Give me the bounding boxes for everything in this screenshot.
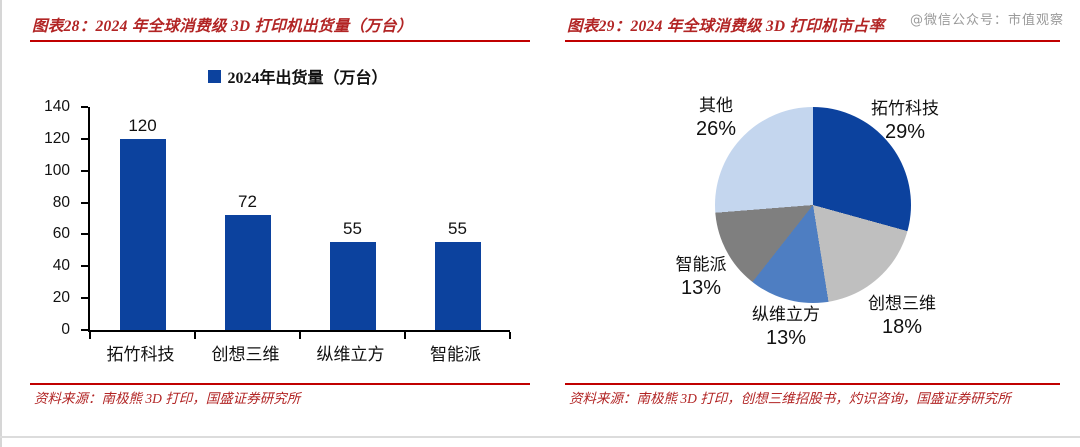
y-axis-tick-label: 80 [52,193,70,211]
bar-slot: 55 [405,107,510,330]
pie-slice-percentage: 13% [765,327,807,349]
y-axis-tick [81,265,88,268]
pie-slice-percentage: 18% [881,316,923,338]
bar-chart-panel: 图表28：2024 年全球消费级 3D 打印机出货量（万台） 2024年出货量（… [30,12,530,435]
bar-slot: 55 [300,107,405,330]
x-axis-category-label: 创想三维 [211,345,280,364]
y-axis-tick-label: 100 [44,161,70,179]
pie-chart-panel: 图表29：2024 年全球消费级 3D 打印机市占率 拓竹科技 29% 创想三维 18… [565,12,1060,435]
watermark: @微信公众号：市值观察 [909,13,1064,28]
y-axis-tick-label: 60 [52,225,70,243]
y-axis-tick-label: 120 [44,129,70,147]
pie-slice-label: 纵维立方 13% [716,304,856,350]
x-axis-tick [194,332,196,339]
page-edge-line [0,0,2,447]
y-axis-tick [81,169,88,172]
title-divider [565,40,1060,42]
bar [434,242,481,330]
pie-slice-name: 纵维立方 [752,305,820,324]
bar-chart-plot-area: 0 20 40 60 80 100 120 140 120 72 55 55 [44,99,511,339]
source-divider [30,383,530,385]
pie-slice-label: 拓竹科技 29% [835,98,975,144]
pie-slice-name: 创想三维 [868,294,936,313]
legend-label: 2024年出货量（万台） [227,70,388,87]
y-axis-tick [81,106,88,108]
x-axis-tick [299,332,301,339]
x-axis-category-label: 拓竹科技 [106,345,175,364]
y-axis-tick [81,329,88,331]
y-axis-tick [81,201,88,204]
title-divider [30,40,530,42]
source-note-left: 资料来源：南极熊 3D 打印，国盛证券研究所 [34,391,301,406]
bar-value-label: 55 [448,219,467,239]
bar-value-label: 120 [128,115,157,135]
pie-slice-name: 其他 [699,96,733,115]
bar [329,242,376,330]
bar-value-label: 72 [238,192,257,212]
bar-slot: 72 [195,107,300,330]
bar-chart-legend: 2024年出货量（万台） [88,64,508,88]
x-axis-category-label: 智能派 [430,345,481,364]
bar [224,215,271,330]
y-axis-tick-label: 0 [61,321,70,338]
y-axis-tick [81,297,88,300]
pie-slice-percentage: 29% [884,121,926,143]
page-edge-line [0,436,1080,438]
y-axis-tick [81,137,88,140]
bar [119,138,166,330]
figure-title-right: 图表29：2024 年全球消费级 3D 打印机市占率 [567,18,885,35]
pie-chart [715,107,911,303]
y-axis-tick-label: 140 [44,98,70,115]
x-axis-tick [404,332,406,339]
pie-slice-label: 其他 26% [646,95,786,141]
x-axis-tick [509,332,511,339]
y-axis-tick [81,233,88,236]
pie-slice-label: 智能派 13% [631,254,771,300]
x-axis-tick [89,332,91,339]
source-divider [565,383,1060,385]
bar-value-label: 55 [343,219,362,239]
pie-slice-percentage: 26% [695,118,737,140]
y-axis-tick-label: 40 [52,257,70,275]
y-axis-tick-label: 20 [52,289,70,307]
x-axis-category-labels: 拓竹科技 创想三维 纵维立方 智能派 [88,340,508,365]
x-axis-category-label: 纵维立方 [316,345,385,364]
bar-slot: 120 [90,107,195,330]
pie-slice-name: 智能派 [675,255,727,274]
legend-color-swatch [208,69,222,83]
pie-slice-name: 拓竹科技 [871,99,939,118]
pie-slice-percentage: 13% [680,277,722,299]
source-note-right: 资料来源：南极熊 3D 打印，创想三维招股书，灼识咨询，国盛证券研究所 [569,391,1011,406]
bars-row: 120 72 55 55 [90,107,510,330]
figure-title-left: 图表28：2024 年全球消费级 3D 打印机出货量（万台） [32,18,413,35]
pie-slice-label: 创想三维 18% [832,293,972,339]
